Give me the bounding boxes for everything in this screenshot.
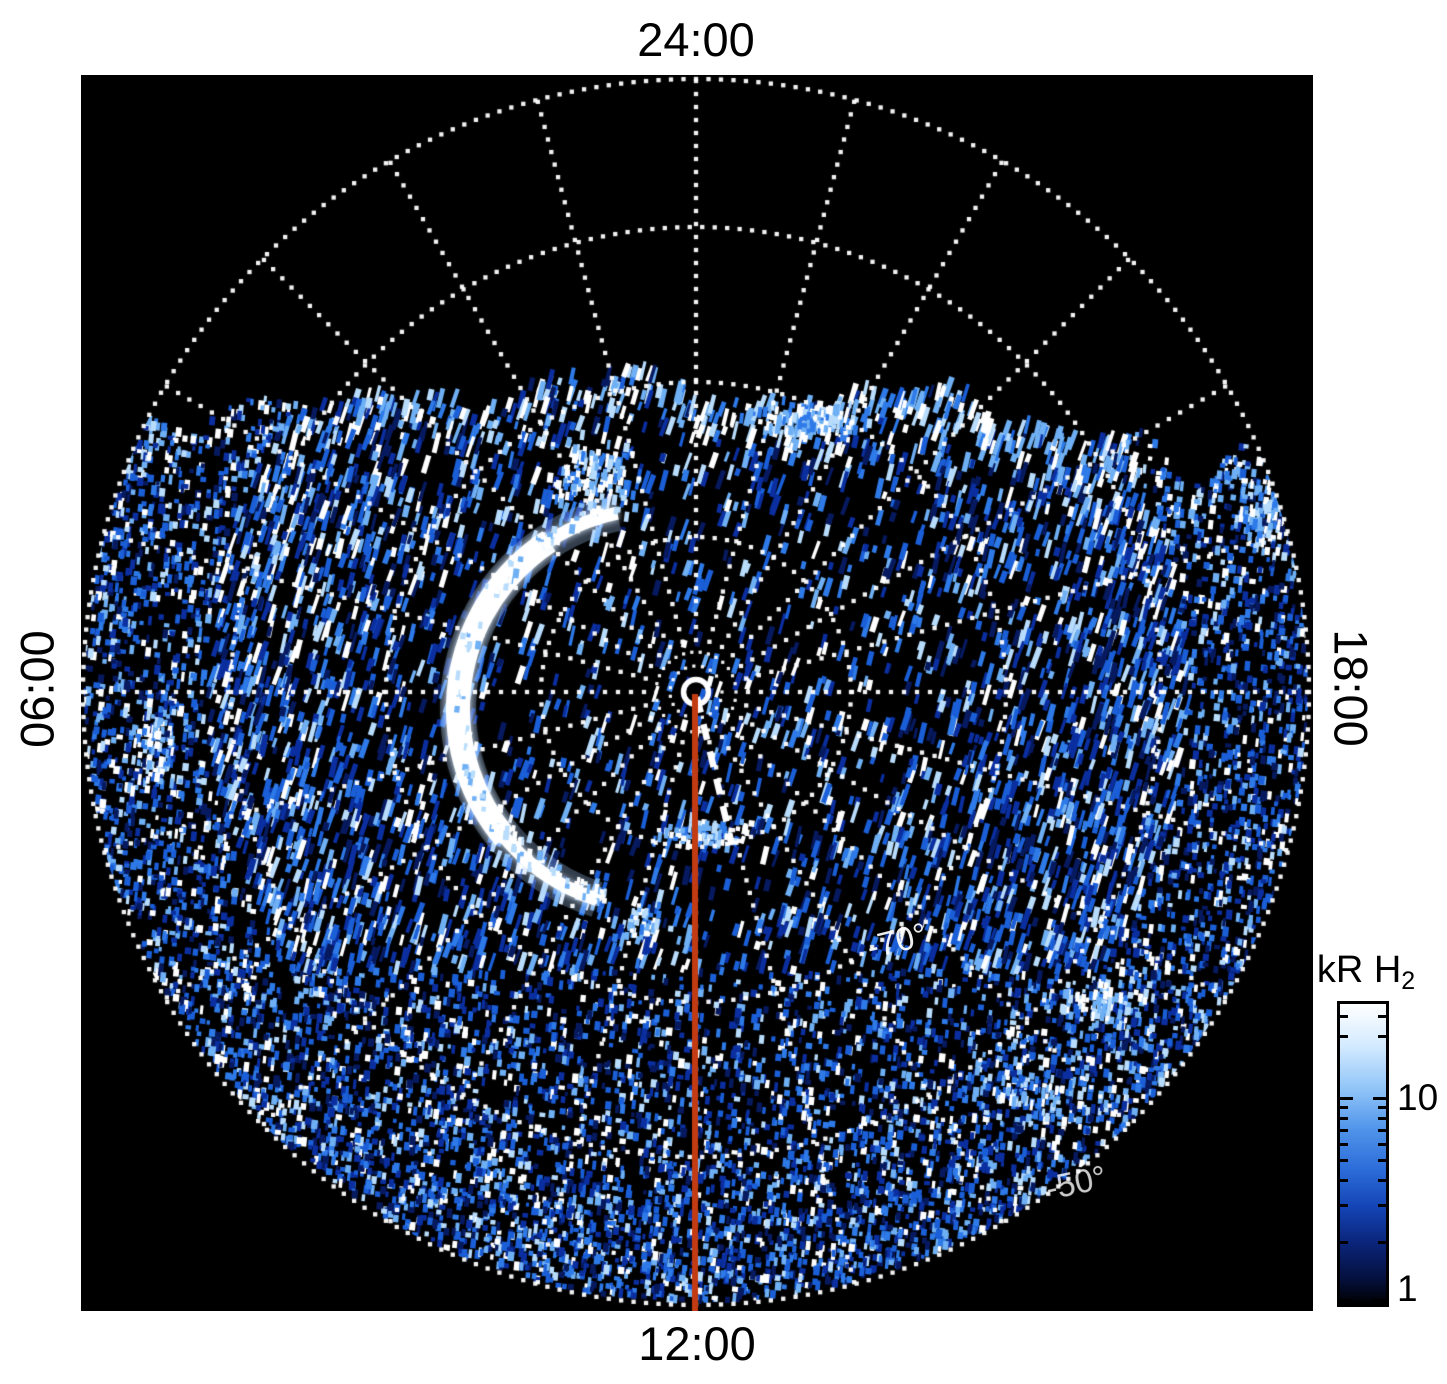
local-time-label-06: 06:00 [10, 630, 64, 748]
colorbar-tick [1340, 1106, 1348, 1110]
colorbar-tick [1340, 1128, 1348, 1132]
local-time-label-18: 18:00 [1324, 629, 1378, 747]
colorbar-tick [1378, 1204, 1386, 1208]
polar-projection-canvas [81, 75, 1313, 1311]
colorbar-tick-label-1: 1 [1397, 1268, 1418, 1309]
colorbar-tick-label-10: 10 [1397, 1077, 1439, 1119]
colorbar-tick [1373, 1298, 1386, 1302]
colorbar-tick [1340, 1204, 1348, 1208]
local-time-label-12: 12:00 [638, 1317, 756, 1370]
colorbar-title-main: kR H [1316, 949, 1402, 991]
colorbar-tick [1378, 1158, 1386, 1162]
colorbar-title-subscript: 2 [1401, 967, 1416, 995]
colorbar-tick [1340, 1158, 1348, 1162]
colorbar-tick [1378, 1128, 1386, 1132]
colorbar-tick [1378, 1106, 1386, 1110]
colorbar-tick [1378, 1116, 1386, 1120]
colorbar [1337, 1001, 1389, 1307]
colorbar-tick [1340, 1035, 1348, 1039]
colorbar-tick [1378, 1015, 1386, 1019]
colorbar-title: kR H2 [1317, 949, 1415, 996]
polar-projection-plot [81, 75, 1313, 1311]
colorbar-tick [1373, 1096, 1386, 1100]
colorbar-tick [1340, 1116, 1348, 1120]
colorbar-tick [1340, 1096, 1353, 1100]
colorbar-tick [1378, 1240, 1386, 1244]
colorbar-tick [1340, 1142, 1348, 1146]
colorbar-tick [1378, 1178, 1386, 1182]
colorbar-tick [1340, 1178, 1348, 1182]
colorbar-tick [1340, 1298, 1353, 1302]
colorbar-tick [1378, 1142, 1386, 1146]
local-time-label-24: 24:00 [637, 13, 755, 66]
colorbar-tick [1378, 1035, 1386, 1039]
colorbar-tick [1340, 1240, 1348, 1244]
colorbar-tick [1340, 1015, 1348, 1019]
